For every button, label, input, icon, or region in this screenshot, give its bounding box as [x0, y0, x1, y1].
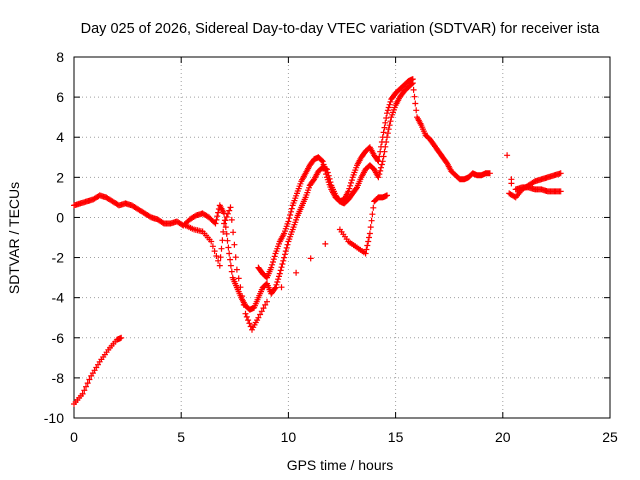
chart-title: Day 025 of 2026, Sidereal Day-to-day VTE… — [81, 21, 601, 37]
x-tick-label: 5 — [177, 429, 185, 445]
data-point-marks — [71, 334, 125, 407]
data-point-marks — [255, 76, 416, 281]
data-point-marks — [506, 170, 564, 201]
y-tick-label: 8 — [56, 49, 64, 65]
plot-frame — [73, 56, 611, 419]
y-axis: -10 -8 -6 -4 -2 0 2 4 6 8 — [44, 49, 610, 426]
x-tick-label: 10 — [281, 429, 297, 445]
y-tick-label: 6 — [56, 89, 64, 105]
x-axis-label: GPS time / hours — [287, 457, 394, 473]
series-points — [506, 170, 564, 201]
y-tick-label: 4 — [56, 129, 64, 145]
y-tick-label: 2 — [56, 169, 64, 185]
series-points — [182, 192, 390, 333]
y-tick-label: -4 — [52, 290, 65, 306]
data-point-marks — [71, 80, 493, 313]
series-points — [504, 152, 515, 187]
data-point-marks — [182, 192, 390, 333]
data-point-marks — [512, 184, 564, 195]
series-points — [71, 80, 493, 313]
series-points — [71, 334, 125, 407]
x-tick-label: 0 — [70, 429, 78, 445]
y-tick-label: -8 — [52, 370, 65, 386]
x-axis: 0 5 10 15 20 25 — [70, 57, 618, 445]
series-points — [512, 184, 564, 195]
series-points — [255, 76, 416, 281]
data-point-marks — [504, 152, 515, 187]
x-tick-label: 15 — [388, 429, 404, 445]
data-points — [71, 76, 564, 407]
y-axis-label: SDTVAR / TECUs — [6, 182, 22, 294]
grid-lines — [74, 57, 610, 418]
y-tick-label: 0 — [56, 209, 64, 225]
x-tick-label: 25 — [602, 429, 618, 445]
y-tick-label: -10 — [44, 410, 64, 426]
x-tick-label: 20 — [495, 429, 511, 445]
y-tick-label: -6 — [52, 330, 65, 346]
y-tick-label: -2 — [52, 250, 65, 266]
